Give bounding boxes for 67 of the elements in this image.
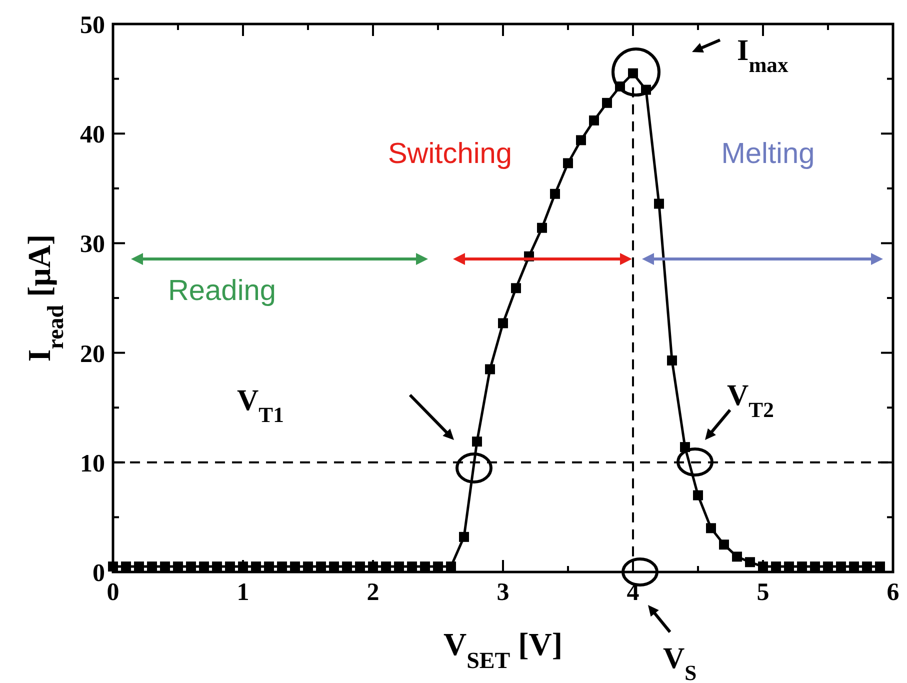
point: [511, 283, 521, 294]
point: [160, 562, 170, 572]
point: [264, 562, 274, 572]
point: [485, 364, 495, 374]
annotation: Reading: [168, 275, 276, 307]
point: [342, 562, 352, 572]
point: [602, 98, 612, 108]
point: [199, 562, 209, 572]
point: [459, 532, 469, 542]
point: [186, 562, 196, 572]
point: [251, 562, 261, 572]
x-tick-label: 2: [366, 579, 380, 606]
y-tick-label: 50: [80, 12, 105, 39]
point: [576, 135, 586, 146]
point: [706, 523, 716, 534]
point: [797, 562, 807, 572]
point: [394, 562, 404, 572]
point: [407, 562, 417, 572]
point: [862, 562, 872, 572]
point: [290, 562, 300, 572]
y-tick-label: 0: [92, 560, 105, 587]
point: [225, 562, 235, 572]
point: [810, 562, 820, 572]
annotation: V$_{T2}$: [727, 379, 774, 422]
y-tick-label: 10: [80, 450, 105, 478]
point: [732, 552, 742, 562]
annotation: V$_{T1}$: [237, 384, 284, 427]
y-tick-label: 30: [80, 231, 105, 258]
point: [147, 562, 157, 572]
x-axis-title: V$_{SET}$ [V]: [443, 626, 563, 673]
point: [771, 562, 781, 572]
x-tick-label: 6: [886, 579, 900, 606]
point: [498, 318, 508, 328]
point: [693, 490, 703, 500]
annotation: Switching: [388, 138, 512, 170]
point: [563, 158, 573, 168]
point: [316, 562, 326, 572]
x-tick-label: 3: [496, 579, 510, 606]
y-tick-label: 20: [80, 340, 105, 368]
point: [628, 68, 638, 78]
point: [875, 562, 885, 572]
point: [212, 562, 222, 572]
point: [589, 115, 599, 126]
point: [121, 562, 131, 572]
point: [446, 562, 456, 572]
point: [329, 562, 339, 572]
annotation: I$_{max}$: [737, 34, 788, 77]
point: [745, 557, 755, 568]
point: [355, 562, 365, 572]
point: [667, 355, 677, 366]
point: [836, 562, 846, 572]
point: [849, 562, 859, 572]
point: [134, 562, 144, 572]
point: [472, 436, 482, 447]
point: [654, 198, 664, 209]
point: [277, 562, 287, 572]
text: V$_{S}$: [663, 642, 697, 683]
point: [381, 562, 391, 572]
y-tick-label: 40: [80, 122, 105, 149]
point: [537, 222, 547, 233]
point: [784, 562, 794, 572]
x-tick-label: 1: [236, 579, 250, 606]
point: [719, 540, 729, 550]
point: [550, 188, 560, 199]
annotation: Melting: [721, 138, 815, 170]
x-tick-label: 5: [756, 579, 770, 606]
point: [420, 562, 430, 572]
